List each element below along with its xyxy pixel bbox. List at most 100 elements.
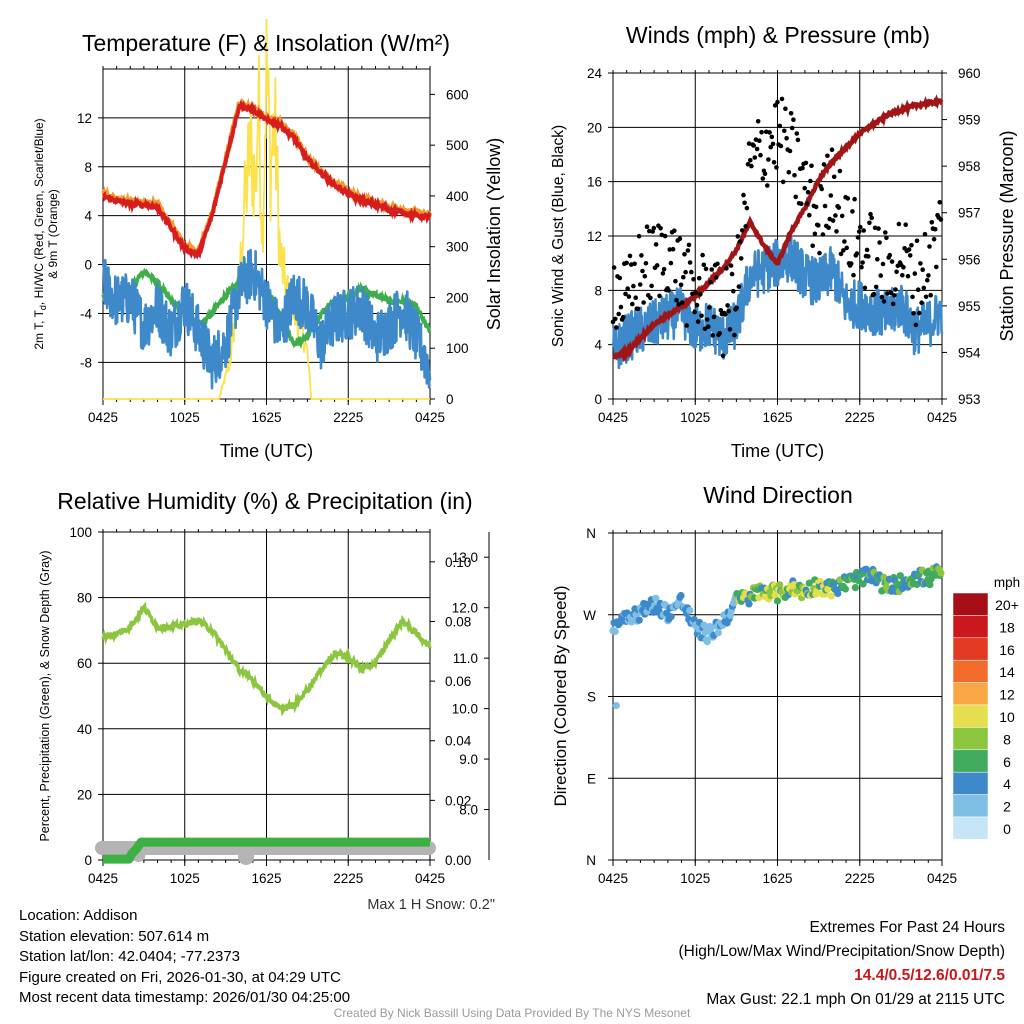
winds-gust-point [738,256,744,261]
winds-y2tick-label: 954 [958,345,981,360]
winds-gust-point [858,224,863,230]
winds-gust-point [887,252,893,258]
winds-gust-point [751,143,756,148]
winds-gust-point [869,215,874,221]
winds-gust-point [732,332,737,338]
winds-gust-point [893,287,898,292]
direction-ytick-label: N [586,853,596,868]
winds-gust-point [735,234,741,239]
winds-gust-point [745,162,751,167]
winds-gust-point [614,325,619,330]
temperature-ytick-label: 12 [77,111,92,126]
colorbar-swatch [952,592,989,616]
winds-gust-point [913,322,919,328]
winds-gust-point [838,251,844,257]
winds-gust-point [816,223,821,228]
winds-gust-point [709,267,714,272]
temperature-xtick-label: 1025 [170,410,200,425]
winds-gust-point [633,295,638,301]
winds-gust-point [871,291,877,297]
temperature-xtick-label: 1625 [251,410,281,425]
winds-gust-point [931,236,937,242]
winds-gust-point [670,246,676,252]
winds-gust-point [754,146,760,152]
colorbar-swatch [952,727,989,751]
winds-gust-point [861,228,866,233]
winds-gust-point [762,171,768,177]
winds-gust-point [901,265,906,270]
location-text: Location: Addison [19,907,138,924]
winds-gust-point [632,261,637,267]
winds-gust-point [704,317,710,322]
direction-xtick-label: 2225 [845,871,875,886]
direction-point [773,597,782,605]
colorbar-swatch [952,615,989,639]
temperature-xtick-label: 0425 [88,410,118,425]
temperature-series-insolation [103,18,430,400]
winds-gust-point [876,226,881,231]
temperature-y2tick-label: 300 [446,240,469,255]
winds-gust-point [800,165,805,171]
max-gust-text: Max Gust: 22.1 mph On 01/29 at 2115 UTC [706,991,1005,1008]
direction-point [652,594,660,602]
winds-gust-point [918,261,923,266]
winds-gust-point [702,326,708,332]
winds-y2tick-label: 956 [958,252,981,267]
winds-gust-point [695,319,701,324]
humidity-y2tick-label: 0.10 [445,555,471,570]
winds-gust-point [648,295,653,301]
winds-gust-point [763,129,769,135]
winds-gust-point [668,260,674,266]
winds-gust-point [826,225,831,230]
colorbar-label: 14 [999,664,1015,680]
station-info: Location: Addison Station elevation: 507… [19,906,350,1009]
winds-gust-point [637,282,643,287]
winds-gust-point [894,269,899,275]
temperature-y2tick-label: 400 [446,189,469,204]
created-text: Figure created on Fri, 2026-01-30, at 04… [19,968,341,986]
colorbar-swatch [952,637,989,661]
winds-gust-point [910,294,915,300]
temperature-y2tick-label: 600 [446,87,469,102]
humidity-y3tick-label: 10.0 [452,702,478,717]
winds-gust-point [729,271,735,277]
winds-gust-point [844,245,849,251]
humidity-ytick-label: 60 [77,656,92,671]
extremes-subheading: (High/Low/Max Wind/Precipitation/Snow De… [678,943,1006,960]
winds-gust-point [921,285,927,291]
winds-y2tick-label: 957 [958,206,981,221]
winds-gust-point [883,230,888,235]
winds-gust-point [881,299,887,304]
colorbar-swatch [952,659,989,683]
direction-series-points [609,563,945,710]
winds-gust-point [651,225,657,231]
latlon-text: Station lat/lon: 42.0404; -77.2373 [19,948,241,965]
colorbar-swatch [952,816,989,840]
temperature-series-2m [102,99,432,260]
colorbar-label: 10 [999,709,1015,725]
winds-gust-point [768,144,773,150]
winds-gust-point [821,162,827,167]
direction-point [827,592,835,600]
temperature-y2tick-label: 200 [446,290,469,305]
direction-point [686,606,694,615]
winds-gust-point [682,252,687,257]
winds-gust-point [841,248,846,253]
colorbar-label: 16 [999,642,1015,658]
winds-gust-point [926,273,931,278]
winds-gust-point [808,178,813,184]
winds-ytick-label: 20 [587,120,602,135]
colorbar-label: 18 [999,619,1015,635]
winds-gust-point [731,288,736,294]
winds-gust-point [748,158,753,163]
winds-gust-point [923,294,929,300]
winds-series-pressure [612,94,944,363]
direction-point [745,600,753,608]
winds-xtick-label: 0425 [927,410,957,425]
winds-gust-point [851,272,856,278]
winds-gust-point [907,253,913,258]
direction-point [937,569,945,577]
winds-gust-point [925,277,930,283]
winds-gust-point [820,232,826,237]
